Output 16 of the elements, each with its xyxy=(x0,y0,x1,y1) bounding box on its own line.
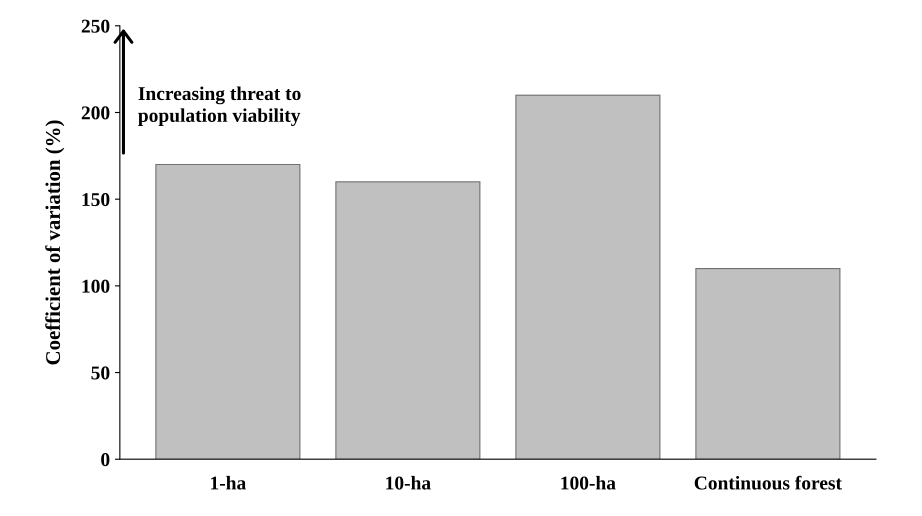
y-axis-title: Coefficient of variation (%) xyxy=(45,120,64,364)
y-tick-label: 100 xyxy=(82,280,110,293)
y-tick-label: 50 xyxy=(91,366,110,380)
y-tick-label: 150 xyxy=(82,192,110,206)
bar xyxy=(155,164,300,460)
annotation: Increasing threat to population viability xyxy=(138,86,301,126)
bar xyxy=(695,268,840,460)
bar xyxy=(515,94,660,460)
x-tick-label: 100-ha xyxy=(561,476,616,490)
x-tick-label: Continuous forest xyxy=(694,476,842,490)
x-tick-label: 10-ha xyxy=(386,476,431,490)
bar xyxy=(335,181,480,460)
x-tick-label: 1-ha xyxy=(211,476,246,490)
y-tick-label: 0 xyxy=(101,453,110,466)
y-tick-label: 200 xyxy=(82,106,110,120)
y-tick-label: 250 xyxy=(82,20,110,33)
